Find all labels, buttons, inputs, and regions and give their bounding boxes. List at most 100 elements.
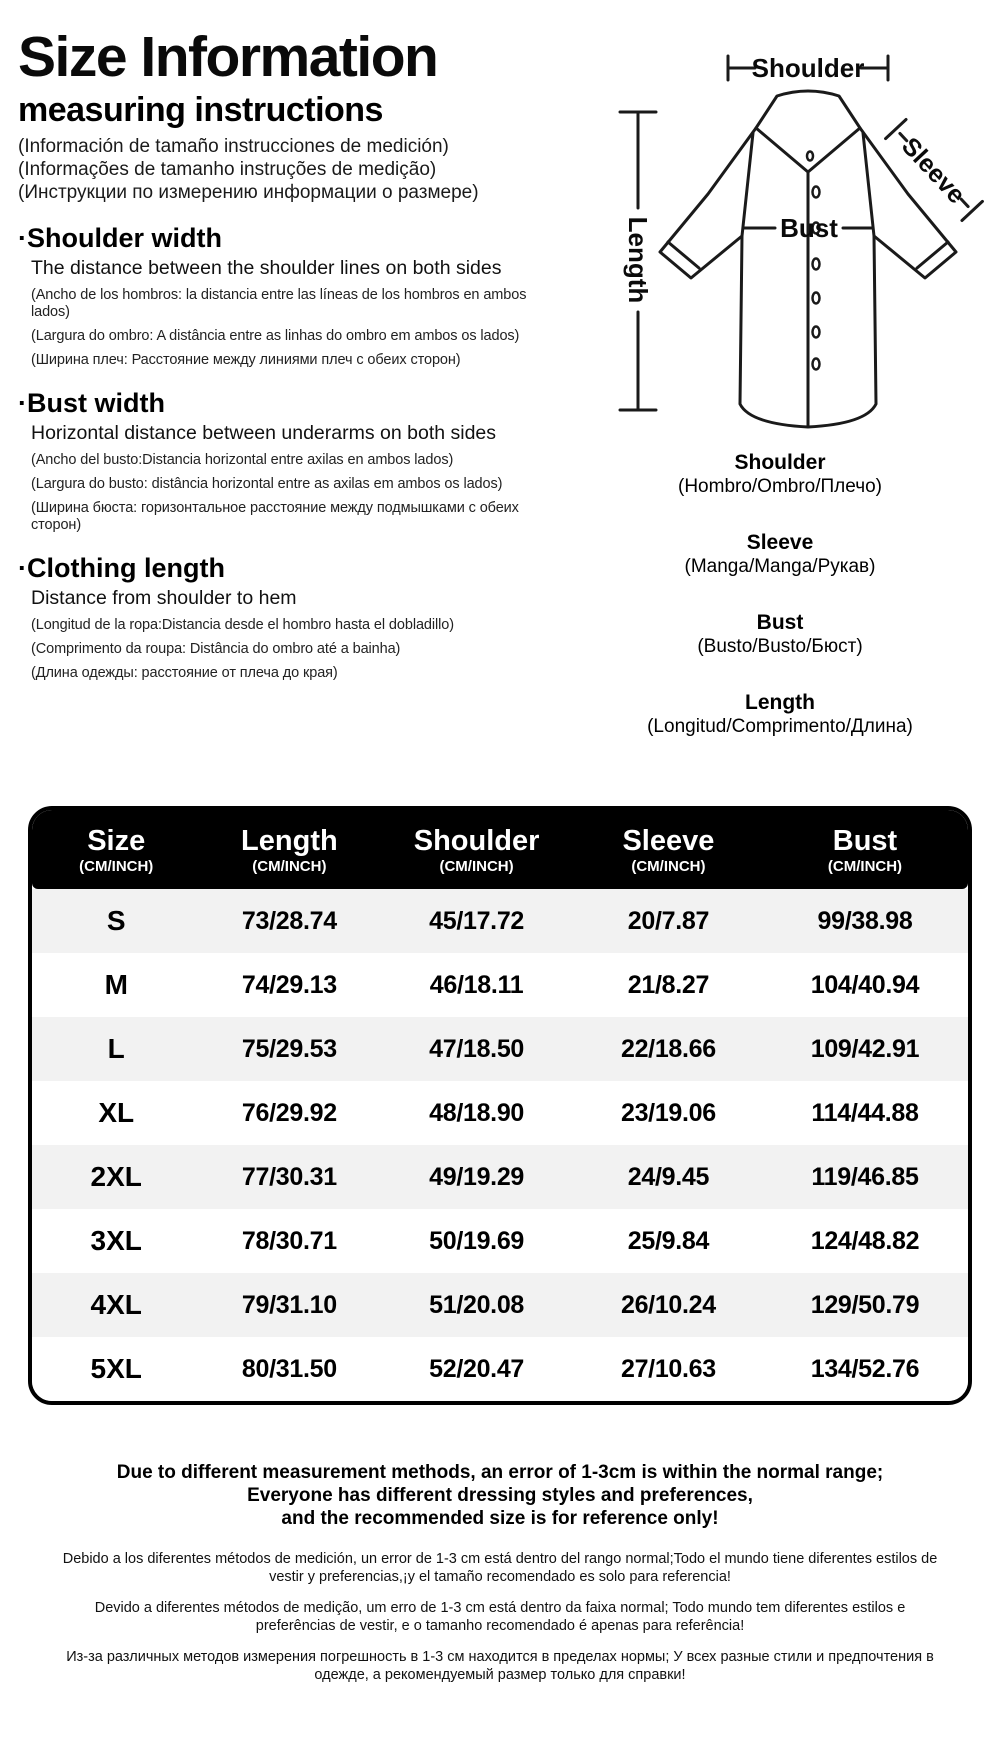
size-cell: 4XL: [90, 1289, 142, 1320]
table-row: 4XL 79/31.10 51/20.08 26/10.24 129/50.79: [32, 1273, 968, 1337]
section-title: ·Clothing length: [18, 552, 558, 584]
section-description: Horizontal distance between underarms on…: [31, 422, 497, 444]
legend-term: Length: [745, 691, 815, 714]
section-shoulder-width: ·Shoulder width The distance between the…: [18, 222, 558, 369]
column-header-bust: Bust (CM/INCH): [827, 825, 903, 875]
right-sleeve-seam: [861, 131, 876, 238]
diagram-shoulder-label: Shoulder: [752, 53, 865, 83]
bullet: ·: [18, 388, 27, 418]
bust-cell: 124/48.82: [810, 1226, 920, 1255]
note-en-line3: and the recommended size is for referenc…: [281, 1508, 719, 1529]
size-table-header: Size (CM/INCH) Length (CM/INCH) Shoulder…: [32, 810, 968, 889]
length-cell: 77/30.31: [241, 1162, 337, 1191]
section-translation-ru: (Длина одежды: расстояние от плеча до кр…: [31, 665, 338, 681]
footer-notes: Due to different measurement methods, an…: [0, 1461, 1000, 1684]
length-cell: 73/28.74: [241, 906, 337, 935]
section-clothing-length: ·Clothing length Distance from shoulder …: [18, 552, 558, 682]
sleeve-cell: 20/7.87: [627, 906, 710, 935]
note-es: Debido a los diferentes métodos de medic…: [62, 1551, 938, 1585]
bust-cell: 99/38.98: [817, 906, 913, 935]
page-subtitle: measuring instructions: [18, 91, 383, 129]
note-ru: Из-за различных методов измерения погреш…: [66, 1649, 934, 1683]
diagram-sleeve-label: Sleeve: [896, 132, 971, 209]
size-cell: M: [104, 969, 128, 1000]
legend-sleeve: Sleeve (Manga/Manga/Рукав): [560, 530, 1000, 578]
length-cell: 74/29.13: [241, 970, 337, 999]
bullet: ·: [18, 223, 27, 253]
sleeve-cell: 27/10.63: [620, 1354, 716, 1383]
table-row: S 73/28.74 45/17.72 20/7.87 99/38.98: [32, 889, 968, 953]
size-cell: 2XL: [90, 1161, 142, 1192]
left-sleeve-seam: [740, 131, 755, 238]
shoulder-cell: 51/20.08: [429, 1290, 525, 1319]
table-row: 2XL 77/30.31 49/19.29 24/9.45 119/46.85: [32, 1145, 968, 1209]
note-en-line1: Due to different measurement methods, an…: [116, 1462, 884, 1483]
column-header-sleeve: Sleeve (CM/INCH): [622, 825, 715, 875]
shoulder-cell: 52/20.47: [429, 1354, 525, 1383]
sleeve-cell: 23/19.06: [620, 1098, 716, 1127]
subtitle-translation-ru: (Инструкции по измерению информации о ра…: [18, 182, 479, 203]
length-cell: 79/31.10: [241, 1290, 337, 1319]
section-title: ·Shoulder width: [18, 222, 558, 254]
note-pt: Devido a diferentes métodos de medição, …: [94, 1600, 906, 1634]
sleeve-cell: 26/10.24: [620, 1290, 716, 1319]
diagram-column: Shoulder: [560, 26, 1000, 770]
top-section: Size Information measuring instructions …: [0, 0, 1000, 770]
legend-term: Bust: [756, 611, 804, 634]
column-header-length: Length (CM/INCH): [241, 825, 338, 875]
shoulder-bracket-icon: [726, 54, 890, 82]
bust-cell: 114/44.88: [811, 1098, 919, 1127]
shoulder-cell: 48/18.90: [429, 1098, 525, 1127]
bullet: ·: [18, 553, 27, 583]
length-marker-icon: [618, 110, 658, 412]
legend-translation: (Busto/Busto/Бюст): [697, 636, 863, 657]
column-header-size: Size (CM/INCH): [79, 825, 154, 875]
legend-translation: (Hombro/Ombro/Плечо): [678, 476, 882, 497]
section-bust-width: ·Bust width Horizontal distance between …: [18, 387, 558, 534]
table-row: M 74/29.13 46/18.11 21/8.27 104/40.94: [32, 953, 968, 1017]
legend-translation: (Manga/Manga/Рукав): [684, 556, 876, 577]
section-translation-pt: (Comprimento da roupa: Distância do ombr…: [31, 641, 401, 657]
section-translation-ru: (Ширина плеч: Расстояние между линиями п…: [31, 352, 461, 368]
section-translation-pt: (Largura do busto: distância horizontal …: [31, 476, 503, 492]
section-description: The distance between the shoulder lines …: [31, 257, 502, 279]
legend-bust: Bust (Busto/Busto/Бюст): [560, 610, 1000, 658]
page-title: Size Information: [18, 25, 439, 89]
size-cell: XL: [98, 1097, 135, 1128]
section-translation-pt: (Largura do ombro: A distância entre as …: [31, 328, 520, 344]
note-en-line2: Everyone has different dressing styles a…: [247, 1485, 753, 1506]
buttons-icon: [805, 150, 821, 371]
length-cell: 76/29.92: [241, 1098, 337, 1127]
legend-translation: (Longitud/Comprimento/Длина): [647, 716, 913, 737]
sleeve-cell: 22/18.66: [620, 1034, 716, 1063]
length-cell: 80/31.50: [241, 1354, 337, 1383]
bust-cell: 109/42.91: [810, 1034, 920, 1063]
instructions-column: Size Information measuring instructions …: [18, 26, 558, 770]
subtitle-translations: (Información de tamaño instrucciones de …: [18, 135, 558, 204]
shoulder-cell: 47/18.50: [429, 1034, 525, 1063]
size-cell: L: [107, 1033, 125, 1064]
section-title-text: Clothing length: [27, 553, 225, 583]
diagram-length-label: Length: [623, 217, 653, 304]
subtitle-translation-pt: (Informações de tamanho instruções de me…: [18, 159, 437, 180]
section-translation-ru: (Ширина бюста: горизонтальное расстояние…: [31, 500, 519, 533]
section-translation-es: (Ancho de los hombros: la distancia entr…: [31, 287, 527, 320]
table-row: 3XL 78/30.71 50/19.69 25/9.84 124/48.82: [32, 1209, 968, 1273]
diagram-bust-label: Bust: [780, 213, 838, 243]
shoulder-cell: 45/17.72: [429, 906, 525, 935]
shoulder-cell: 50/19.69: [429, 1226, 525, 1255]
section-title-text: Bust width: [27, 388, 165, 418]
table-row: XL 76/29.92 48/18.90 23/19.06 114/44.88: [32, 1081, 968, 1145]
column-header-shoulder: Shoulder (CM/INCH): [413, 825, 540, 875]
bust-cell: 134/52.76: [810, 1354, 920, 1383]
bust-cell: 129/50.79: [810, 1290, 920, 1319]
size-table: Size (CM/INCH) Length (CM/INCH) Shoulder…: [28, 806, 972, 1405]
collar: [754, 89, 862, 174]
section-title-text: Shoulder width: [27, 223, 222, 253]
section-translation-es: (Longitud de la ropa:Distancia desde el …: [31, 617, 454, 633]
bust-cell: 119/46.85: [811, 1162, 919, 1191]
size-cell: 5XL: [90, 1353, 142, 1384]
size-cell: S: [106, 905, 126, 936]
section-title: ·Bust width: [18, 387, 558, 419]
sleeve-cell: 25/9.84: [627, 1226, 710, 1255]
